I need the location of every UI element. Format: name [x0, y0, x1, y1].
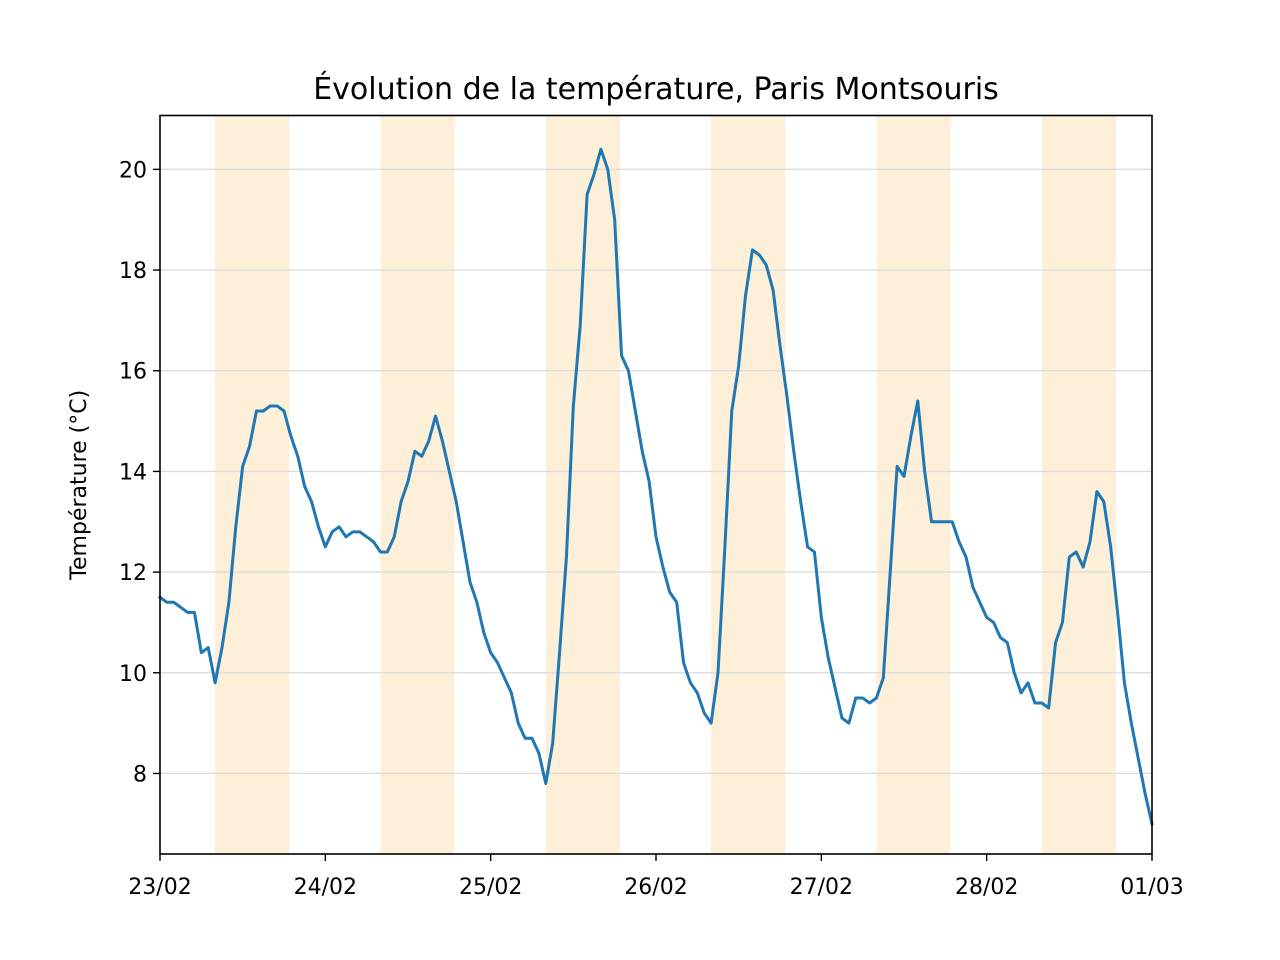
x-tick-label: 28/02	[955, 875, 1018, 900]
x-tick-label: 23/02	[128, 875, 191, 900]
y-tick-label: 14	[119, 460, 147, 485]
temperature-line	[157, 147, 1154, 826]
y-tick-label: 16	[119, 360, 147, 385]
y-tick-label: 10	[119, 662, 147, 687]
chart-title: Évolution de la température, Paris Monts…	[313, 71, 999, 107]
x-tick-label: 01/03	[1120, 875, 1183, 900]
x-tick-label: 25/02	[459, 875, 522, 900]
y-axis: 8 10 12 14 16 18 20	[119, 158, 160, 787]
y-tick-label: 18	[119, 259, 147, 284]
daylight-band	[215, 115, 290, 854]
daylight-band	[1041, 115, 1116, 854]
y-axis-label: Température (°C)	[67, 390, 92, 581]
daylight-band	[876, 115, 951, 854]
x-tick-label: 26/02	[624, 875, 687, 900]
daylight-band	[711, 115, 786, 854]
y-tick-label: 20	[119, 158, 147, 183]
x-tick-label: 24/02	[294, 875, 357, 900]
y-tick-label: 8	[133, 762, 147, 787]
plot-frame	[159, 114, 1153, 855]
daylight-band	[545, 115, 620, 854]
grid-lines	[160, 168, 1152, 775]
series-layer	[157, 147, 1154, 826]
x-axis: 23/02 24/02 25/02 26/02 27/02 28/02 01/03	[128, 854, 1184, 900]
daylight-bands	[215, 115, 1116, 854]
y-tick-label: 12	[119, 561, 147, 586]
daylight-band	[380, 115, 455, 854]
x-tick-label: 27/02	[790, 875, 853, 900]
